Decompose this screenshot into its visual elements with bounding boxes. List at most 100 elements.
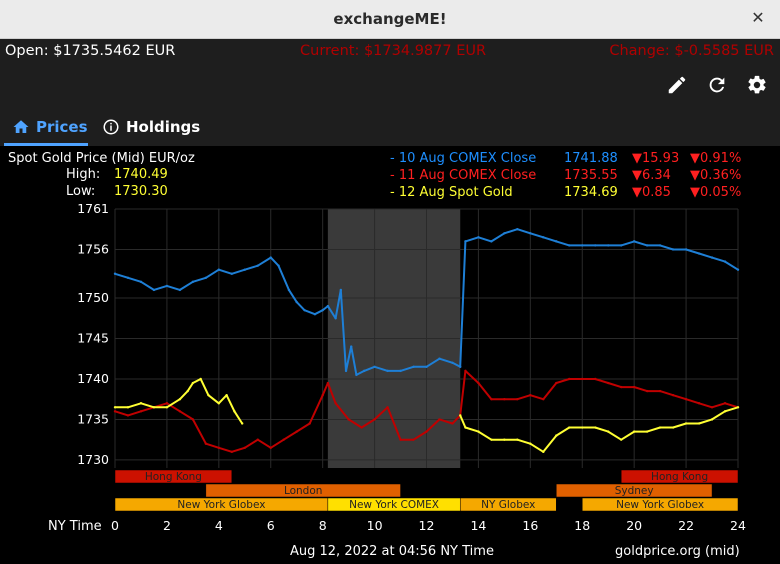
series-point-3 <box>503 438 506 441</box>
series-point-2 <box>490 398 493 401</box>
price-change: Change: $-0.5585 EUR <box>609 43 774 59</box>
series-point-2 <box>607 381 610 385</box>
series-point-1 <box>459 365 462 369</box>
series-point-2 <box>594 377 597 381</box>
series-point-2 <box>386 406 389 409</box>
tab-holdings-label: Holdings <box>126 118 201 136</box>
series-point-3 <box>199 377 202 381</box>
series-point-1 <box>339 288 343 292</box>
series-point-1 <box>230 272 234 275</box>
x-tick-label: 0 <box>111 518 119 533</box>
close-icon[interactable]: ✕ <box>751 8 765 27</box>
series-point-2 <box>581 377 584 381</box>
x-tick-label: 18 <box>574 518 590 533</box>
series-line-1 <box>114 228 739 376</box>
series-point-3 <box>542 450 545 454</box>
window-title: exchangeME! <box>333 10 447 28</box>
x-tick-label: 10 <box>367 518 383 533</box>
series-point-1 <box>277 264 280 267</box>
series-point-2 <box>516 398 519 401</box>
series-point-3 <box>490 438 493 441</box>
series-point-3 <box>139 402 143 405</box>
refresh-icon[interactable] <box>706 74 728 96</box>
tab-prices[interactable]: Prices <box>12 110 88 144</box>
x-tick-label: 2 <box>163 518 171 533</box>
series-point-1 <box>581 244 584 247</box>
y-tick-label: 1745 <box>77 331 109 346</box>
series-point-1 <box>619 244 623 247</box>
series-point-3 <box>225 393 228 397</box>
plot-area <box>113 208 740 512</box>
series-point-1 <box>139 280 143 284</box>
series-point-3 <box>186 389 189 393</box>
series-point-3 <box>152 406 156 409</box>
x-tick-label: 4 <box>215 518 223 533</box>
legend-price: 1735.55 <box>564 168 618 183</box>
series-point-3 <box>191 381 195 385</box>
series-point-3 <box>697 422 701 425</box>
series-point-3 <box>516 438 519 441</box>
x-tick-label: 20 <box>626 518 642 533</box>
low-value: 1730.30 <box>114 184 168 199</box>
tab-bar: Prices Holdings <box>0 110 780 146</box>
series-point-2 <box>412 438 415 441</box>
window-titlebar: exchangeME! ✕ <box>0 0 780 39</box>
series-point-2 <box>438 418 441 421</box>
series-point-2 <box>658 389 662 393</box>
series-point-3 <box>736 406 740 409</box>
series-point-1 <box>334 317 337 320</box>
series-point-3 <box>645 430 649 433</box>
series-point-1 <box>503 232 506 235</box>
series-point-3 <box>165 406 169 409</box>
footer-source: goldprice.org (mid) <box>615 544 740 559</box>
current-price: Current: $1734.9877 EUR <box>300 43 487 59</box>
series-point-1 <box>477 236 480 239</box>
chart-svg: Spot Gold Price (Mid) EUR/oz High: 1740.… <box>8 151 746 559</box>
series-point-1 <box>256 264 259 267</box>
series-point-3 <box>684 422 688 425</box>
series-point-2 <box>671 393 675 397</box>
series-point-1 <box>373 365 376 369</box>
session-band <box>620 469 739 484</box>
edit-icon[interactable] <box>666 74 688 96</box>
session-label: New York Globex <box>177 499 265 511</box>
series-point-1 <box>152 288 156 292</box>
series-point-3 <box>555 434 558 437</box>
series-point-1 <box>295 300 298 304</box>
series-point-2 <box>645 389 649 393</box>
series-point-2 <box>126 414 130 417</box>
legend-pct: ▼0.05% <box>690 185 741 200</box>
tab-holdings[interactable]: Holdings <box>102 110 200 144</box>
series-point-2 <box>373 418 376 421</box>
series-point-2 <box>451 422 454 425</box>
tab-prices-label: Prices <box>36 118 88 136</box>
series-point-2 <box>269 446 272 449</box>
legend-change: ▼6.34 <box>632 168 671 183</box>
series-point-2 <box>308 422 311 425</box>
series-point-1 <box>516 228 519 231</box>
active-tab-indicator <box>4 143 88 146</box>
series-point-2 <box>217 446 221 449</box>
session-label: Hong Kong <box>651 471 708 483</box>
x-tick-label: 22 <box>678 518 694 533</box>
settings-icon[interactable] <box>746 74 768 96</box>
series-point-2 <box>399 438 402 441</box>
series-point-1 <box>529 232 532 235</box>
x-tick-label: 14 <box>470 518 486 533</box>
series-point-2 <box>568 377 571 381</box>
session-label: London <box>284 485 323 497</box>
series-point-1 <box>697 252 701 255</box>
y-tick-label: 1756 <box>77 241 109 256</box>
series-point-2 <box>697 402 701 405</box>
series-point-2 <box>178 410 182 413</box>
series-point-3 <box>632 430 636 433</box>
series-point-2 <box>360 426 363 429</box>
series-point-3 <box>113 406 117 409</box>
legend-price: 1734.69 <box>564 185 618 200</box>
series-point-1 <box>126 276 130 279</box>
toolbar <box>666 74 768 96</box>
series-point-2 <box>710 406 714 409</box>
series-point-1 <box>542 236 545 239</box>
series-point-2 <box>326 381 330 385</box>
series-point-1 <box>355 373 358 377</box>
